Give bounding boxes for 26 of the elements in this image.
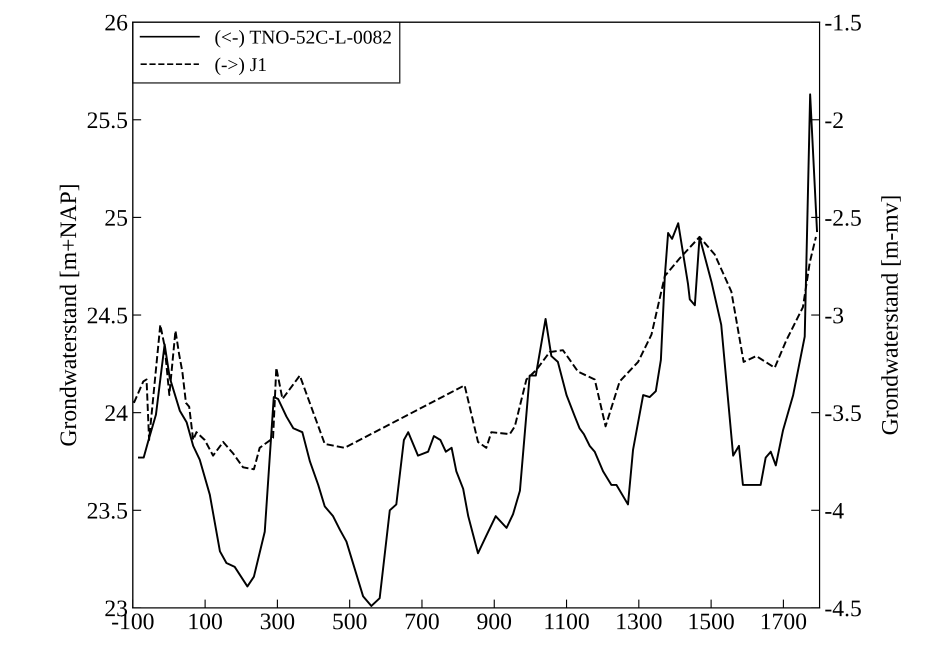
x-tick-label: 900: [477, 613, 512, 630]
y-tick-label: 23.5: [88, 502, 128, 519]
y2-tick-label: -4.5: [825, 600, 861, 616]
y2-axis-title: Grondwaterstand [m-mv]: [881, 196, 901, 434]
y-tick-label: 25.5: [88, 112, 128, 128]
y2-tick-label: -3: [825, 308, 844, 324]
legend-label: (<-) TNO-52C-L-0082: [215, 30, 391, 48]
y-axis-title: Grondwaterstand [m+NAP]: [60, 185, 80, 446]
legend-label: (->) J1: [215, 58, 266, 76]
x-tick-label: 500: [333, 613, 366, 630]
y2-tick-label: -2.5: [825, 210, 861, 226]
y-tick-label: 26: [105, 14, 128, 31]
y2-tick-label: -1.5: [825, 14, 861, 31]
y-tick-label: 25: [105, 210, 128, 226]
y-tick-label: 24.5: [88, 308, 128, 324]
x-tick-label: 100: [189, 613, 222, 630]
x-tick-label: 1300: [617, 613, 662, 630]
x-tick-label: 1500: [690, 613, 734, 630]
x-tick-label: 700: [406, 613, 439, 630]
y2-tick-label: -4: [825, 502, 844, 518]
x-tick-label: 300: [260, 613, 294, 630]
x-tick-label: 1700: [762, 613, 806, 630]
x-tick-label: 1100: [545, 613, 589, 630]
y2-tick-label: -2: [825, 112, 843, 128]
y2-tick-label: -3.5: [825, 405, 861, 422]
y-tick-label: 24: [105, 405, 128, 421]
